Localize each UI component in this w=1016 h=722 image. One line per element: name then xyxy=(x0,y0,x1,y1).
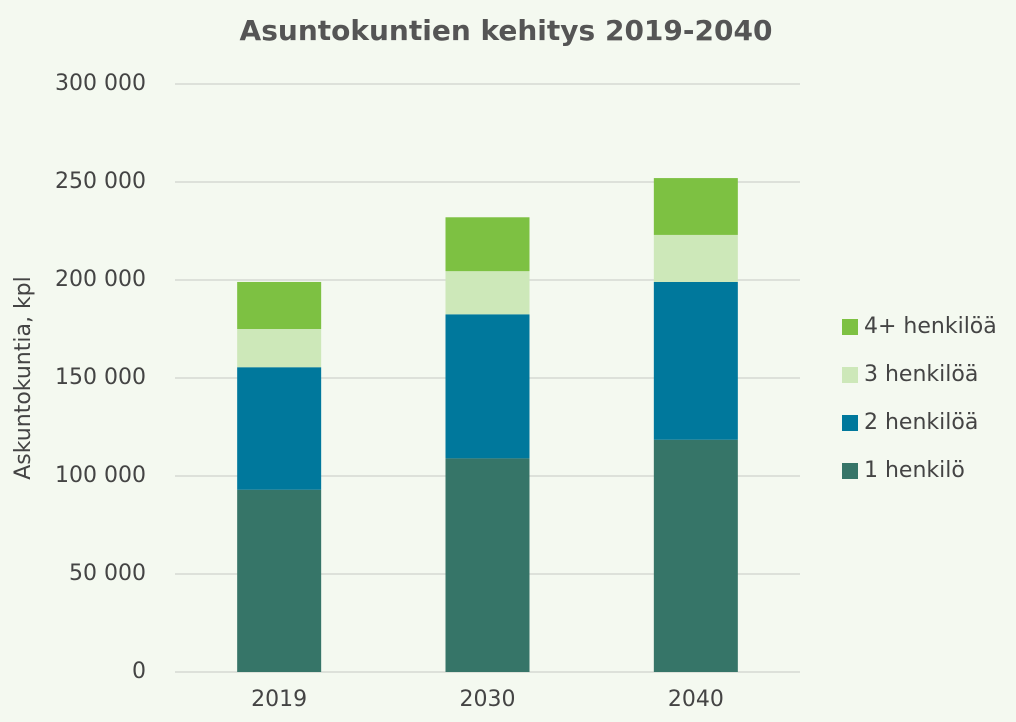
bar-segment xyxy=(653,439,738,672)
legend-swatch xyxy=(842,319,858,335)
y-tick-label: 0 xyxy=(132,659,146,684)
bar-segment xyxy=(653,234,738,282)
bar-segment xyxy=(445,271,530,315)
legend-label: 1 henkilö xyxy=(864,458,965,483)
y-tick-label: 200 000 xyxy=(55,267,146,292)
legend-swatch xyxy=(842,367,858,383)
chart-title: Asuntokuntien kehitys 2019-2040 xyxy=(240,14,773,47)
y-tick-label: 100 000 xyxy=(55,463,146,488)
bar-segment xyxy=(653,178,738,235)
y-tick-label: 50 000 xyxy=(69,561,146,586)
bar-segment xyxy=(445,458,530,672)
bar-segment xyxy=(653,281,738,440)
y-tick-label: 300 000 xyxy=(55,71,146,96)
x-tick-label: 2040 xyxy=(668,687,724,712)
bar-segment xyxy=(237,329,322,368)
legend-swatch xyxy=(842,463,858,479)
bar-segment xyxy=(445,217,530,272)
bar-segment xyxy=(237,489,322,672)
bar-segment xyxy=(445,314,530,459)
legend-swatch xyxy=(842,415,858,431)
x-tick-label: 2030 xyxy=(460,687,516,712)
x-tick-label: 2019 xyxy=(251,687,307,712)
bar-segment xyxy=(237,281,322,329)
y-axis-label: Askuntokuntia, kpl xyxy=(11,276,36,480)
legend-label: 3 henkilöä xyxy=(864,362,978,387)
bar-segment xyxy=(237,367,322,490)
legend-label: 2 henkilöä xyxy=(864,410,978,435)
y-tick-label: 250 000 xyxy=(55,169,146,194)
legend-label: 4+ henkilöä xyxy=(864,314,997,339)
y-tick-label: 150 000 xyxy=(55,365,146,390)
